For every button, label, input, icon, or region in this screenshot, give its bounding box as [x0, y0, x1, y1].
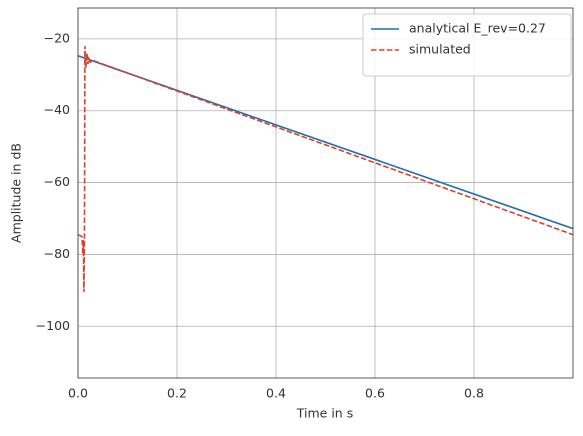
series-line: [78, 46, 573, 293]
y-tick-label: −40: [44, 102, 70, 117]
x-axis-label: Time in s: [296, 406, 353, 421]
x-tick-label: 0.6: [365, 386, 385, 401]
x-tick-label: 0.8: [464, 386, 484, 401]
legend-label: simulated: [409, 42, 471, 57]
y-tick-label: −80: [44, 246, 70, 261]
series-line: [78, 55, 573, 230]
y-axis-label: Amplitude in dB: [9, 143, 24, 243]
y-tick-label: −60: [44, 174, 70, 189]
legend-box: [362, 13, 572, 77]
plot-frame: [77, 7, 574, 379]
x-tick-label: 0.2: [167, 386, 187, 401]
y-tick-label: −100: [36, 318, 70, 333]
x-tick-label: 0.0: [68, 386, 88, 401]
x-tick-label: 0.4: [266, 386, 286, 401]
y-tick-label: −20: [44, 30, 70, 45]
legend-label: analytical E_rev=0.27: [409, 21, 546, 36]
